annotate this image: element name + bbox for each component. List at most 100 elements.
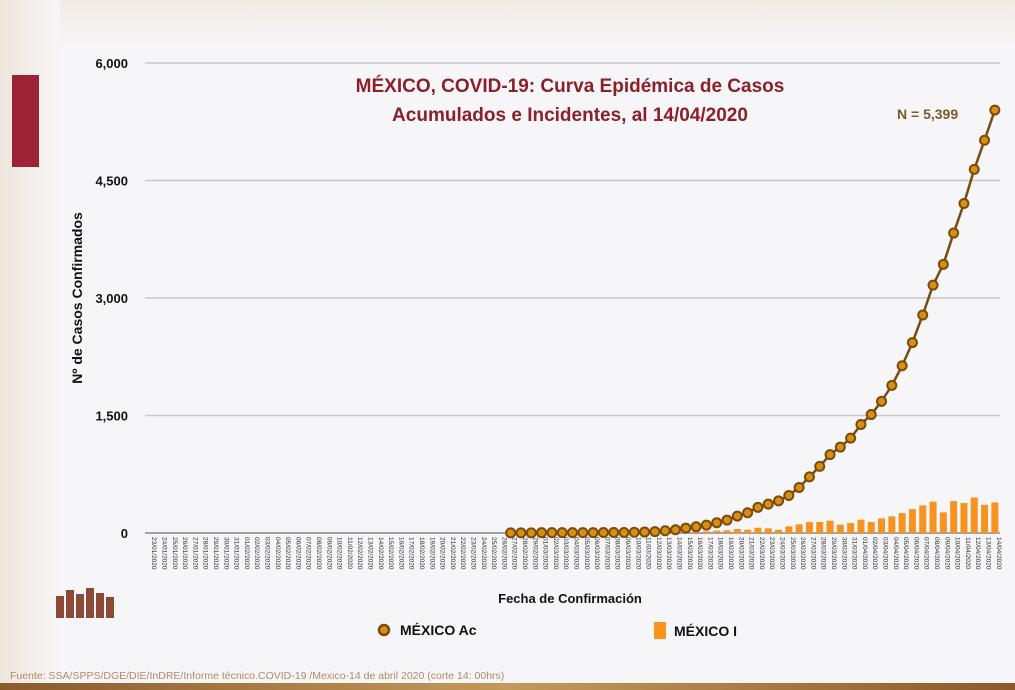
x-tick-label: 14/03/2020: [676, 537, 683, 570]
cumulative-point: [917, 309, 929, 321]
x-tick-label: 08/03/2020: [614, 537, 621, 570]
cumulative-point: [783, 489, 795, 501]
incident-bar: [857, 519, 865, 533]
x-tick-label: 31/03/2020: [851, 537, 858, 570]
x-tick-label: 02/04/2020: [871, 537, 878, 570]
cumulative-point: [608, 526, 620, 538]
x-tick-label: 07/03/2020: [603, 537, 610, 570]
incident-bar: [981, 504, 989, 533]
footer-bar: [0, 683, 1015, 690]
cumulative-point: [824, 449, 836, 461]
cumulative-point: [958, 198, 970, 210]
x-tick-label: 01/02/2020: [243, 537, 250, 570]
legend-item-cumulative: MÉXICO Ac: [376, 622, 477, 638]
x-tick-label: 03/03/2020: [562, 537, 569, 570]
x-tick-label: 21/02/2020: [449, 537, 456, 570]
x-tick-label: 24/03/2020: [779, 537, 786, 570]
cumulative-point: [659, 525, 671, 537]
x-tick-label: 29/02/2020: [531, 537, 538, 570]
incident-bar: [805, 522, 813, 533]
incident-bar: [960, 503, 968, 533]
x-tick-label: 01/03/2020: [542, 537, 549, 570]
title-line-2: Acumulados e Incidentes, al 14/04/2020: [392, 105, 748, 126]
cumulative-point: [711, 517, 723, 529]
x-tick-label: 12/03/2020: [655, 537, 662, 570]
cumulative-point: [577, 527, 589, 539]
cumulative-point: [649, 526, 661, 538]
x-tick-label: 19/03/2020: [727, 537, 734, 570]
cumulative-point: [968, 163, 980, 175]
x-tick-label: 21/03/2020: [748, 537, 755, 570]
x-tick-label: 22/02/2020: [459, 537, 466, 570]
cumulative-point: [639, 526, 651, 538]
incident-bar: [991, 502, 999, 533]
cumulative-point: [773, 495, 785, 507]
incident-bar: [785, 526, 793, 533]
x-tick-label: 04/02/2020: [274, 537, 281, 570]
x-tick-label: 02/03/2020: [552, 537, 559, 570]
x-tick-label: 15/02/2020: [387, 537, 394, 570]
x-tick-label: 22/03/2020: [758, 537, 765, 570]
y-tick-label: 6,000: [95, 56, 128, 71]
incident-bar: [754, 527, 762, 533]
incident-bar: [713, 530, 721, 533]
incident-bar: [775, 529, 783, 533]
incident-bar: [878, 518, 886, 533]
x-tick-label: 24/01/2020: [160, 537, 167, 570]
cumulative-point: [628, 526, 640, 538]
x-tick-label: 17/03/2020: [706, 537, 713, 570]
x-tick-label: 30/01/2020: [222, 537, 229, 570]
cumulative-point: [979, 134, 991, 146]
cumulative-point: [927, 279, 939, 291]
incident-bar: [950, 501, 958, 533]
cumulative-point: [587, 527, 599, 539]
x-tick-label: 11/02/2020: [346, 537, 353, 569]
x-tick-label: 12/02/2020: [356, 537, 363, 570]
title-line-1: MÉXICO, COVID-19: Curva Epidémica de Cas…: [355, 76, 785, 97]
x-tick-label: 28/01/2020: [202, 537, 209, 570]
x-tick-label: 24/02/2020: [480, 537, 487, 570]
x-tick-label: 02/02/2020: [253, 537, 260, 570]
x-tick-label: 23/01/2020: [150, 537, 157, 570]
incident-bar: [898, 513, 906, 533]
incident-bar: [764, 528, 772, 533]
x-tick-label: 25/01/2020: [171, 537, 178, 570]
cumulative-point: [762, 498, 774, 510]
x-tick-label: 01/04/2020: [861, 537, 868, 570]
accent-bar: [12, 75, 39, 167]
x-tick-label: 25/03/2020: [789, 537, 796, 570]
cumulative-point: [731, 510, 743, 522]
source-footer: Fuente: SSA/SPPS/DGE/DIE/InDRE/Informe t…: [10, 670, 505, 682]
x-tick-label: 10/03/2020: [634, 537, 641, 570]
x-tick-label: 16/02/2020: [397, 537, 404, 570]
incident-bar: [795, 524, 803, 533]
x-tick-label: 03/04/2020: [882, 537, 889, 570]
cumulative-point: [803, 471, 815, 483]
x-tick-label: 18/03/2020: [717, 537, 724, 570]
x-tick-label: 14/02/2020: [377, 537, 384, 570]
x-tick-label: 06/04/2020: [912, 537, 919, 570]
incident-bar: [723, 530, 731, 533]
circle-marker-icon: [377, 623, 391, 637]
incident-bar: [692, 531, 700, 533]
cumulative-point: [680, 522, 692, 534]
x-tick-label: 06/02/2020: [294, 537, 301, 570]
x-axis-label: Fecha de Confirmación: [498, 591, 642, 606]
x-tick-label: 11/03/2020: [645, 537, 652, 569]
cumulative-point: [989, 104, 1001, 116]
incident-bar: [836, 524, 844, 533]
x-tick-label: 11/04/2020: [964, 537, 971, 569]
cumulative-point: [876, 395, 888, 407]
x-tick-label: 27/03/2020: [809, 537, 816, 570]
x-tick-label: 30/03/2020: [840, 537, 847, 570]
y-tick-label: 0: [121, 526, 128, 541]
x-tick-label: 05/03/2020: [583, 537, 590, 570]
cumulative-point: [834, 441, 846, 453]
y-tick-label: 1,500: [95, 409, 128, 424]
x-tick-label: 10/04/2020: [954, 537, 961, 570]
x-tick-label: 27/02/2020: [511, 537, 518, 570]
x-tick-label: 25/02/2020: [490, 537, 497, 570]
x-tick-label: 03/02/2020: [263, 537, 270, 570]
x-tick-label: 26/03/2020: [799, 537, 806, 570]
